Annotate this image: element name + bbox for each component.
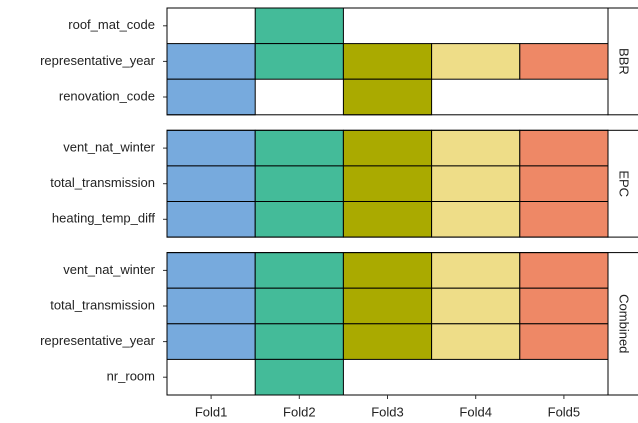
- tile: [431, 252, 521, 289]
- x-tick-label: Fold3: [371, 404, 404, 419]
- tile: [519, 165, 609, 202]
- y-tick-label: vent_nat_winter: [63, 140, 155, 155]
- strip-label: EPC: [617, 170, 632, 197]
- tile: [342, 43, 433, 80]
- strip-label: Combined: [617, 294, 632, 353]
- y-tick-label: total_transmission: [50, 175, 155, 190]
- tile: [166, 78, 256, 116]
- tile: [519, 252, 609, 289]
- y-tick-label: nr_room: [107, 369, 155, 384]
- y-tick-label: representative_year: [40, 333, 156, 348]
- tile: [431, 129, 521, 167]
- tile: [254, 323, 344, 360]
- tile: [166, 287, 256, 325]
- y-tick-label: renovation_code: [59, 88, 155, 103]
- y-tick-label: representative_year: [40, 53, 156, 68]
- tile: [254, 201, 344, 238]
- y-tick-label: roof_mat_code: [68, 17, 155, 32]
- tile: [254, 129, 344, 167]
- tile: [431, 287, 521, 325]
- x-tick-label: Fold1: [195, 404, 228, 419]
- y-tick-label: heating_temp_diff: [52, 211, 156, 226]
- y-tick-label: total_transmission: [50, 297, 155, 312]
- tile: [166, 165, 256, 202]
- tile: [254, 165, 344, 202]
- tile: [342, 252, 433, 289]
- tile: [342, 165, 433, 202]
- tile: [166, 129, 256, 167]
- tile: [166, 323, 256, 360]
- strip-label: BBR: [617, 48, 632, 75]
- x-tick-label: Fold5: [548, 404, 581, 419]
- tile: [342, 287, 433, 325]
- tile: [342, 201, 433, 238]
- strip: [607, 129, 638, 238]
- tile: [519, 129, 609, 167]
- tile: [519, 287, 609, 325]
- tile: [166, 201, 256, 238]
- tile: [342, 129, 433, 167]
- tile: [431, 165, 521, 202]
- tile: [254, 43, 344, 80]
- tile: [431, 43, 521, 80]
- tile: [431, 323, 521, 360]
- strip: [607, 7, 638, 116]
- tile: [519, 323, 609, 360]
- tile: [254, 358, 344, 396]
- tile: [254, 7, 344, 45]
- tile: [166, 43, 256, 80]
- tile: [166, 252, 256, 289]
- tile: [431, 201, 521, 238]
- tile: [254, 252, 344, 289]
- tile: [519, 201, 609, 238]
- tile: [342, 323, 433, 360]
- x-tick-label: Fold4: [459, 404, 492, 419]
- tile: [342, 78, 433, 116]
- y-tick-label: vent_nat_winter: [63, 262, 155, 277]
- x-tick-label: Fold2: [283, 404, 316, 419]
- strip: [607, 252, 638, 396]
- tile: [519, 43, 609, 80]
- tile: [254, 287, 344, 325]
